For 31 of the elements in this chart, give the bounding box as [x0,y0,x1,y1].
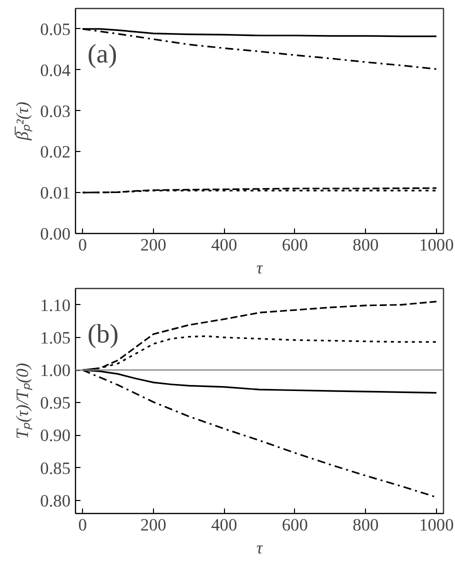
y-tick-label: 1.05 [40,328,71,348]
x-tick-label: 600 [282,516,308,534]
x-tick-label: 1000 [419,516,454,534]
x-tick-label: 1000 [419,236,454,254]
x-tick-label: 400 [211,516,238,534]
y-tick-label: 0.90 [40,426,71,446]
annotation: (a) [88,38,118,68]
y-tick-label: 0.95 [40,394,71,413]
y-tick-label: 0.00 [40,224,71,244]
x-tick-label: 600 [282,236,308,254]
y-tick-label: 1.10 [40,296,71,315]
y-tick-label: 0.05 [40,20,71,39]
x-tick-label: 0 [78,516,87,534]
x-tick-label: 400 [211,236,238,254]
x-tick-label: 0 [78,236,87,254]
x-tick-label: 200 [140,236,166,254]
y-tick-label: 0.03 [40,102,71,121]
x-axis-title: τ [256,258,264,278]
annotation: (b) [88,318,119,348]
y-axis-title: β̅ₚ²(τ) [13,101,34,142]
y-tick-label: 1.00 [40,361,71,380]
x-tick-label: 200 [140,516,166,534]
y-tick-label: 0.02 [40,142,71,162]
y-tick-label: 0.85 [40,458,71,478]
x-tick-label: 800 [352,516,379,534]
x-tick-label: 800 [352,236,379,254]
y-tick-label: 0.80 [40,491,71,510]
y-tick-label: 0.04 [40,60,71,80]
x-axis-title: τ [256,538,264,558]
y-axis-title: Tₚ(τ)/Tₚ(0) [13,362,34,440]
y-tick-label: 0.01 [40,184,71,203]
